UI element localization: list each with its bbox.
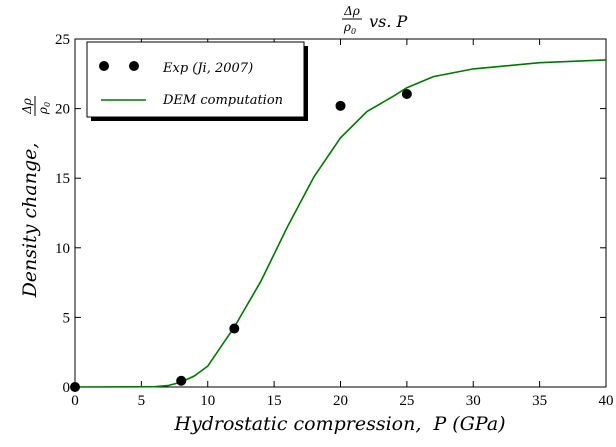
x-tick-label: 0 — [71, 393, 79, 409]
experimental-data-point — [335, 100, 346, 111]
y-axis-label-text: Density change, — [19, 143, 41, 299]
x-tick-label: 15 — [267, 393, 282, 409]
y-tick-label: 15 — [55, 171, 70, 187]
y-axis-fraction-numerator: Δρ — [20, 98, 34, 115]
legend-marker — [129, 61, 139, 71]
legend: Exp (Ji, 2007) DEM computation — [86, 41, 308, 121]
x-tick-label: 35 — [532, 393, 547, 409]
x-tick-label: 40 — [599, 393, 614, 409]
experimental-data-point — [70, 382, 80, 392]
legend-label-experimental: Exp (Ji, 2007) — [162, 61, 253, 76]
x-tick-label: 30 — [466, 393, 481, 409]
experimental-data-point — [401, 88, 412, 99]
title-fraction-denominator-sub: 0 — [351, 27, 356, 36]
y-tick-label: 20 — [55, 102, 70, 118]
x-tick-label: 25 — [399, 393, 414, 409]
x-axis-label: Hydrostatic compression, P (GPa) — [173, 413, 505, 435]
x-tick-label: 10 — [200, 393, 215, 409]
y-tick-label: 5 — [63, 310, 71, 326]
y-axis-fraction-denominator-sub: 0 — [43, 102, 52, 107]
title-fraction-denominator-base: ρ — [343, 20, 351, 34]
experimental-data-point — [229, 323, 240, 334]
experimental-data-point — [176, 375, 187, 386]
legend-marker — [99, 61, 109, 71]
legend-label-dem-computation: DEM computation — [162, 93, 283, 108]
x-tick-label: 5 — [138, 393, 146, 409]
y-axis-fraction-denominator-base: ρ — [36, 107, 50, 115]
title-fraction-denominator: ρ0 — [343, 20, 356, 36]
y-tick-label: 25 — [55, 32, 70, 48]
x-tick-label: 20 — [333, 393, 348, 409]
legend-box — [86, 41, 305, 118]
experimental-series — [70, 88, 412, 392]
y-axis-label: Density change, Δρ ρ0 — [19, 96, 52, 298]
chart-title: Δρ ρ0 vs. P — [342, 4, 408, 36]
y-tick-label: 10 — [55, 241, 70, 257]
title-text: vs. P — [364, 12, 408, 31]
title-fraction-numerator: Δρ — [343, 4, 360, 18]
y-tick-label: 0 — [63, 380, 71, 396]
y-axis-fraction-denominator: ρ0 — [36, 102, 52, 115]
y-axis-ticks: 0 5 10 15 20 25 — [55, 32, 606, 396]
